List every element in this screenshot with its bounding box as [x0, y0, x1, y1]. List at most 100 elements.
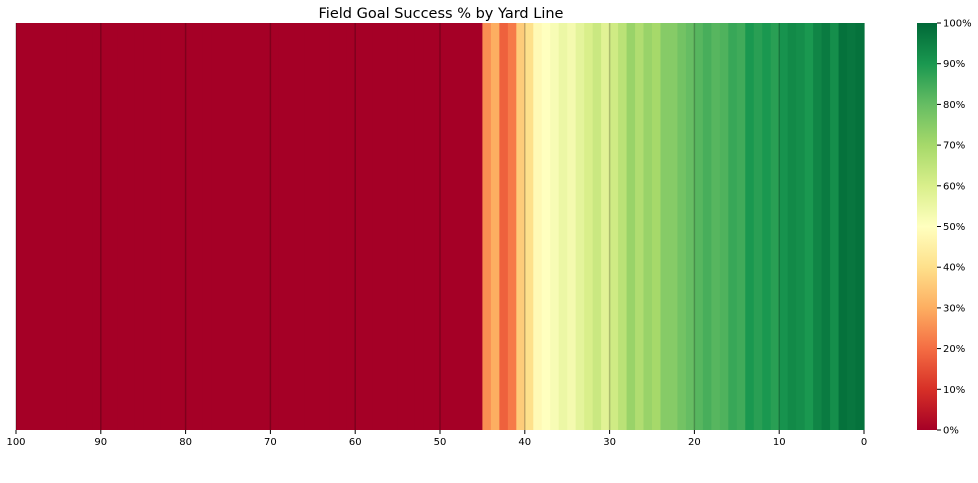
colorbar-tick-label: 10%	[943, 385, 965, 396]
heatmap-cell	[847, 23, 857, 430]
heatmap-cell	[855, 23, 865, 430]
heatmap-cell	[456, 23, 467, 430]
heatmap-cell	[694, 23, 704, 430]
colorbar-tick-label: 0%	[943, 426, 959, 437]
heatmap-cell	[490, 23, 500, 430]
heatmap-cell	[779, 23, 789, 430]
heatmap-cell	[49, 23, 59, 430]
heatmap-cell	[304, 23, 314, 430]
heatmap-cell	[126, 23, 136, 430]
heatmap-cell	[329, 23, 339, 430]
heatmap-cell	[160, 23, 170, 430]
heatmap-cell	[58, 23, 68, 430]
heatmap-cell	[236, 23, 246, 430]
heatmap-cell	[244, 23, 255, 430]
heatmap-cell	[524, 23, 534, 430]
x-tick-label: 40	[518, 437, 531, 448]
heatmap-cell	[575, 23, 585, 430]
heatmap-cell	[643, 23, 653, 430]
heatmap-cell	[448, 23, 458, 430]
heatmap-cell	[660, 23, 670, 430]
heatmap-cell	[804, 23, 814, 430]
x-tick-label: 70	[264, 437, 277, 448]
colorbar-tick-label: 60%	[943, 181, 965, 192]
heatmap-cell	[516, 23, 526, 430]
heatmap-cell	[100, 23, 110, 430]
heatmap-cell	[753, 23, 763, 430]
x-tick-label: 100	[6, 437, 25, 448]
heatmap-cell	[109, 23, 119, 430]
heatmap-cell	[194, 23, 204, 430]
heatmap-cell	[558, 23, 568, 430]
colorbar-tick-label: 80%	[943, 100, 965, 111]
heatmap-cell	[117, 23, 127, 430]
chart-title: Field Goal Success % by Yard Line	[319, 6, 564, 22]
x-tick-label: 50	[434, 437, 447, 448]
heatmap-cell	[380, 23, 390, 430]
colorbar-ticks: 0% 10% 20% 30% 40% 50% 60% 70% 80% 90% 100%	[937, 19, 972, 437]
heatmap-cell	[312, 23, 322, 430]
x-tick-label: 20	[688, 437, 701, 448]
heatmap-cells	[16, 23, 865, 430]
colorbar-tick-label: 70%	[943, 141, 965, 152]
heatmap-cell	[601, 23, 611, 430]
heatmap-cell	[219, 23, 229, 430]
heatmap-cell	[668, 23, 679, 430]
heatmap-cell	[685, 23, 695, 430]
heatmap-cell	[702, 23, 712, 430]
heatmap-cell	[363, 23, 373, 430]
heatmap-cell	[253, 23, 263, 430]
heatmap-cell	[533, 23, 543, 430]
heatmap-cell	[83, 23, 93, 430]
heatmap-cell	[431, 23, 441, 430]
x-tick-label: 30	[603, 437, 616, 448]
heatmap-cell	[584, 23, 594, 430]
colorbar-tick-label: 20%	[943, 344, 965, 355]
colorbar-tick-label: 40%	[943, 263, 965, 274]
heatmap-cell	[389, 23, 399, 430]
heatmap-cell	[24, 23, 34, 430]
heatmap-cell	[372, 23, 382, 430]
heatmap-cell	[75, 23, 85, 430]
x-tick-label: 10	[773, 437, 786, 448]
heatmap-cell	[202, 23, 212, 430]
colorbar	[917, 23, 937, 430]
heatmap-cell	[406, 23, 416, 430]
heatmap-cell	[414, 23, 424, 430]
heatmap-cell	[355, 23, 365, 430]
heatmap-cell	[499, 23, 509, 430]
heatmap-cell	[423, 23, 433, 430]
heatmap-cell	[550, 23, 560, 430]
colorbar-tick-label: 100%	[943, 19, 972, 30]
heatmap-cell	[465, 23, 475, 430]
heatmap-cell	[787, 23, 797, 430]
heatmap-cell	[652, 23, 662, 430]
heatmap-cell	[295, 23, 305, 430]
heatmap-cell	[16, 23, 26, 430]
heatmap-cell	[92, 23, 102, 430]
heatmap-cell	[261, 23, 271, 430]
heatmap-cell	[228, 23, 238, 430]
heatmap-cell	[32, 23, 43, 430]
heatmap-cell	[711, 23, 721, 430]
heatmap-cell	[728, 23, 738, 430]
heatmap-cell	[635, 23, 645, 430]
heatmap-cell	[838, 23, 848, 430]
heatmap-cell	[397, 23, 407, 430]
heatmap-cell	[177, 23, 187, 430]
heatmap-cell	[287, 23, 297, 430]
yard-gridlines	[15, 23, 780, 430]
heatmap-cell	[134, 23, 144, 430]
heatmap-cell	[592, 23, 602, 430]
x-tick-label: 80	[179, 437, 192, 448]
heatmap-cell	[609, 23, 619, 430]
heatmap-cell	[185, 23, 195, 430]
x-axis-ticks: 100 90 80 70 60 50 40 30 20 10 0	[6, 430, 867, 448]
heatmap-cell	[541, 23, 551, 430]
heatmap-cell	[762, 23, 772, 430]
heatmap-cell	[211, 23, 221, 430]
heatmap-cell	[473, 23, 483, 430]
colorbar-tick-label: 50%	[943, 222, 965, 233]
